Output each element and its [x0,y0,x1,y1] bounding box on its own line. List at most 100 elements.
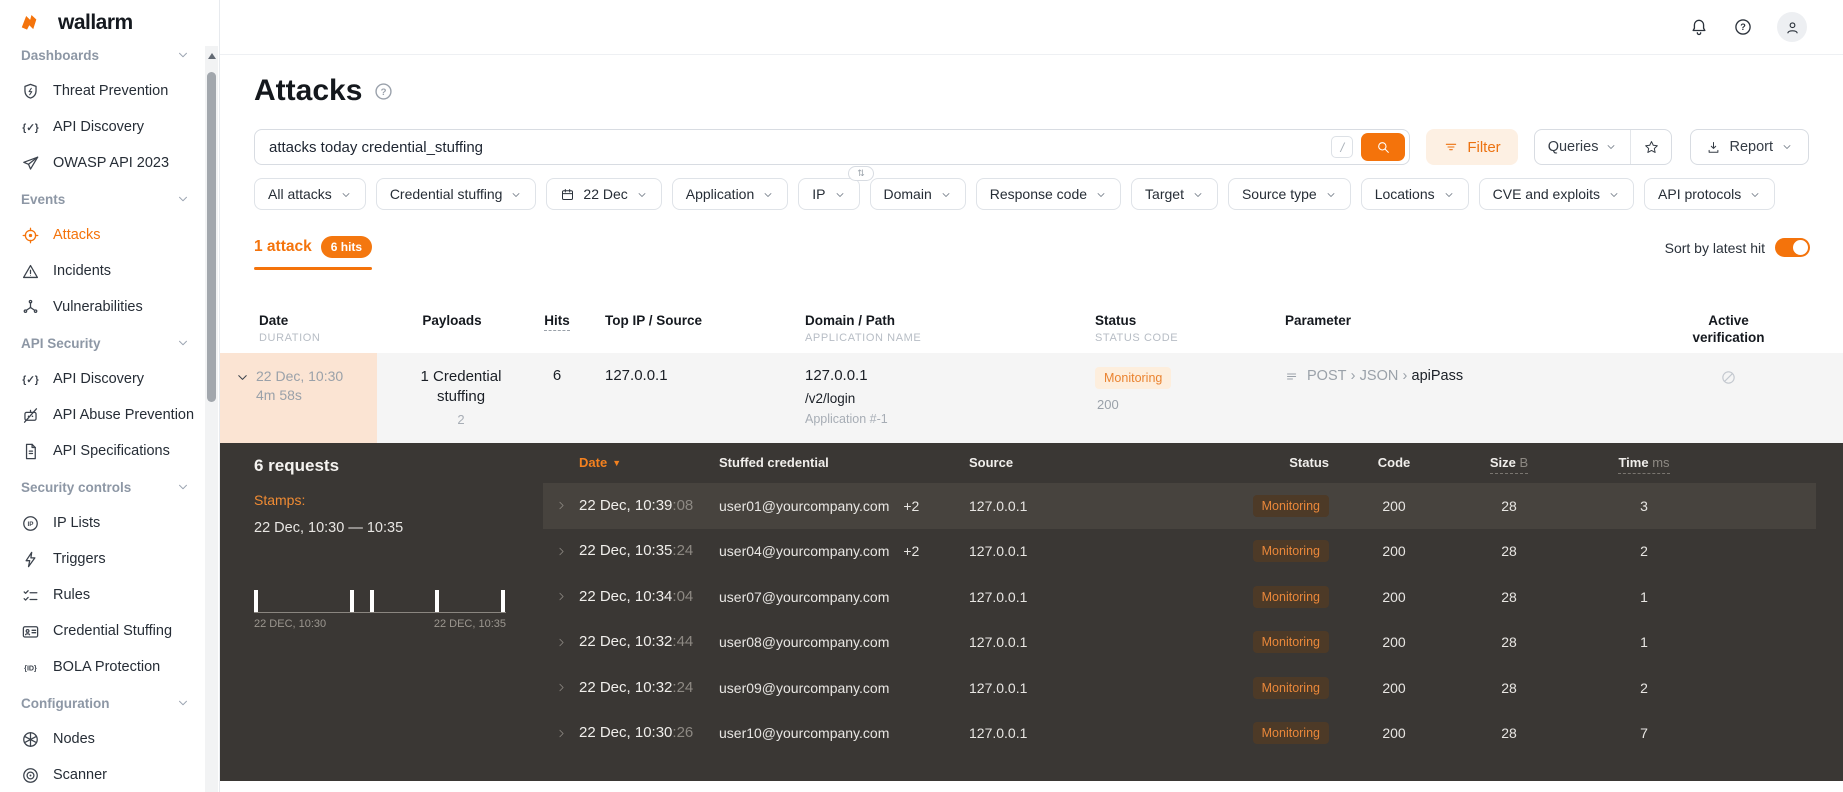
filter-chip-22-dec[interactable]: 22 Dec [546,178,662,210]
sidebar-item-triggers[interactable]: Triggers [0,541,200,577]
sparkline-labels: 22 DEC, 10:30 22 DEC, 10:35 [254,618,506,630]
filter-chip-all-attacks[interactable]: All attacks [254,178,366,210]
report-button[interactable]: Report [1690,129,1809,165]
request-row[interactable]: 22 Dec, 10:32:24 user09@yourcompany.com … [543,665,1816,711]
sidebar-item-bola-protection[interactable]: {ID} BOLA Protection [0,649,200,685]
chevron-down-icon [1781,141,1793,153]
scrollbar-up-arrow-icon[interactable] [207,53,216,59]
req-col-size[interactable]: Size B [1489,455,1529,474]
attack-row[interactable]: 22 Dec, 10:30 4m 58s 1 Credential stuffi… [220,353,1843,443]
filter-chip-source-type[interactable]: Source type [1227,178,1351,210]
request-time: 2 [1640,543,1648,560]
attack-table-header: Date DURATION Payloads Hits Top IP / Sou… [220,307,1843,353]
sidebar-item-threat-prevention[interactable]: Threat Prevention [0,73,200,109]
page-help-icon[interactable]: ? [373,81,394,102]
request-row[interactable]: 22 Dec, 10:30:26 user10@yourcompany.com … [543,711,1816,757]
user-menu-button[interactable] [1777,12,1807,42]
filter-button[interactable]: Filter [1426,129,1518,165]
chevron-right-icon[interactable] [555,590,568,603]
bola-icon: {ID} [21,658,40,677]
chevron-down-icon[interactable] [235,370,250,385]
attacks-tab[interactable]: 1 attack 6 hits [254,236,373,270]
attack-payload: 1 Credential stuffing [420,368,502,405]
wallarm-logo[interactable]: wallarm [0,0,219,46]
target-icon [21,226,40,245]
chevron-right-icon[interactable] [555,681,568,694]
request-source: 127.0.0.1 [969,634,1028,651]
chevron-right-icon[interactable] [555,727,568,740]
filter-chip-domain[interactable]: Domain [869,178,966,210]
chevron-right-icon[interactable] [555,636,568,649]
chevron-down-icon [1605,141,1617,153]
scrollbar-thumb[interactable] [207,72,216,402]
chevron-down-icon [176,48,190,62]
request-code: 200 [1382,497,1406,514]
sidebar-item-ip-lists[interactable]: IP IP Lists [0,505,200,541]
filter-chip-api-protocols[interactable]: API protocols [1644,178,1776,210]
bell-icon[interactable] [1689,17,1709,37]
svg-text:{✓}: {✓} [22,123,39,134]
filter-chip-target[interactable]: Target [1131,178,1218,210]
req-col-time[interactable]: Time ms [1618,455,1670,474]
chevron-right-icon[interactable] [555,545,568,558]
sparkline-bar [435,590,440,612]
col-status-code: STATUS CODE [1095,332,1179,344]
filter-chip-ip[interactable]: IP [798,178,860,210]
sidebar-item-credential-stuffing[interactable]: Credential Stuffing [0,613,200,649]
search-expand-handle[interactable]: ⇅ [848,166,874,181]
page-title: Attacks [254,74,363,107]
stamps-link[interactable]: Stamps: [254,492,306,508]
sidebar-section-security-controls[interactable]: Security controls [0,469,200,505]
queries-dropdown-button[interactable]: Queries [1535,130,1631,164]
filter-chip-cve-and-exploits[interactable]: CVE and exploits [1478,178,1635,210]
sidebar-section-dashboards[interactable]: Dashboards [0,46,200,73]
request-size: 28 [1501,588,1517,605]
stuffed-credential: user10@yourcompany.com [719,725,890,742]
help-icon[interactable]: ? [1733,17,1753,37]
sidebar-section-api-security[interactable]: API Security [0,325,200,361]
request-source: 127.0.0.1 [969,588,1028,605]
filter-chip-application[interactable]: Application [671,178,789,210]
col-domain: Domain / Path [805,313,896,328]
sidebar-item-api-specifications[interactable]: API Specifications [0,433,200,469]
sidebar-item-api-abuse-prevention[interactable]: API Abuse Prevention [0,397,200,433]
search-input[interactable] [269,138,1332,156]
request-row[interactable]: 22 Dec, 10:39:08 user01@yourcompany.com +… [543,483,1816,529]
status-badge: Monitoring [1252,722,1329,745]
sidebar-item-api-discovery[interactable]: {✓} API Discovery [22,371,145,387]
search-button[interactable] [1361,133,1406,161]
sidebar-item-rules[interactable]: Rules [0,577,200,613]
stuffed-credential: user08@yourcompany.com [719,634,890,651]
req-col-date[interactable]: Date ▼ [579,455,622,470]
chevron-down-icon [1608,188,1620,200]
request-row[interactable]: 22 Dec, 10:35:24 user04@yourcompany.com +… [543,529,1816,575]
sidebar-item-owasp-api-2023[interactable]: OWASP API 2023 [0,145,200,181]
requests-count: 6 requests [254,456,340,475]
filter-chip-response-code[interactable]: Response code [975,178,1122,210]
sidebar-section-configuration[interactable]: Configuration [0,685,200,721]
favorite-query-button[interactable] [1630,130,1671,164]
col-hits[interactable]: Hits [544,313,570,331]
sort-by-latest-hit-toggle[interactable] [1775,238,1810,257]
star-icon [1643,139,1660,156]
sidebar-scrollbar[interactable] [205,46,218,792]
request-row[interactable]: 22 Dec, 10:34:04 user07@yourcompany.com … [543,574,1816,620]
sidebar-item-incidents[interactable]: Incidents [0,253,200,289]
chevron-down-icon [1443,188,1455,200]
attack-date-cell[interactable]: 22 Dec, 10:30 4m 58s [220,353,377,443]
col-active-verification: Active verification [1692,313,1765,345]
chevron-right-icon[interactable] [555,499,568,512]
request-code: 200 [1382,588,1406,605]
filter-chip-credential-stuffing[interactable]: Credential stuffing [375,178,537,210]
sidebar-item-api-discovery[interactable]: {✓} API Discovery [22,119,145,135]
sidebar-item-scanner[interactable]: Scanner [0,757,200,792]
sidebar-item-vulnerabilities[interactable]: Vulnerabilities [0,289,200,325]
sidebar-section-events[interactable]: Events [0,181,200,217]
sidebar-item-nodes[interactable]: Nodes [0,721,200,757]
filter-chip-locations[interactable]: Locations [1360,178,1469,210]
request-time: 1 [1640,634,1648,651]
request-row[interactable]: 22 Dec, 10:32:44 user08@yourcompany.com … [543,620,1816,666]
no-verification-icon[interactable] [1720,369,1737,386]
sidebar-item-attacks[interactable]: Attacks [0,217,200,253]
